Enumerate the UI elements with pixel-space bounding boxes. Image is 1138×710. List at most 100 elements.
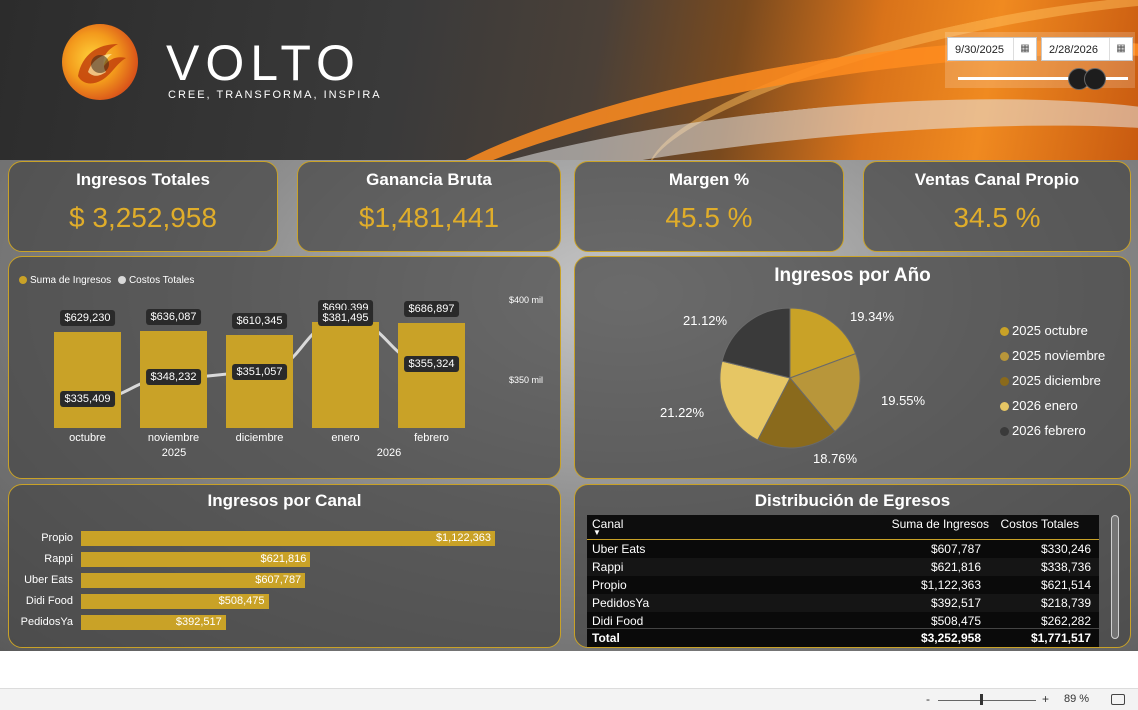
column-header-canal[interactable]: Canal: [592, 517, 624, 531]
phoenix-logo-icon: [62, 24, 138, 100]
channel-label: Propio: [41, 532, 73, 544]
cell-canal: Rappi: [592, 560, 624, 574]
income-bar[interactable]: [226, 334, 293, 428]
legend-dot-icon: [1000, 402, 1009, 411]
kpi-card-ganancia-bruta[interactable]: Ganancia Bruta $1,481,441: [297, 161, 561, 252]
channel-bar[interactable]: $508,475: [81, 594, 269, 609]
expense-table[interactable]: Canal ▼ Suma de Ingresos Costos Totales …: [587, 515, 1099, 647]
cost-data-label: $348,232: [145, 368, 202, 385]
calendar-icon[interactable]: ▦: [1109, 38, 1132, 60]
income-bar[interactable]: [312, 322, 379, 428]
channel-label: Rappi: [44, 553, 73, 565]
pie-title: Ingresos por Año: [774, 265, 931, 286]
income-bar[interactable]: [54, 331, 121, 428]
sort-down-icon[interactable]: ▼: [593, 528, 601, 537]
zoom-slider-handle[interactable]: [980, 694, 983, 705]
channel-bar[interactable]: $607,787: [81, 573, 306, 588]
cell-canal: Didi Food: [592, 614, 644, 628]
kpi-card-ventas-canal-propio[interactable]: Ventas Canal Propio 34.5 %: [863, 161, 1131, 252]
channel-chart-title: Ingresos por Canal: [207, 491, 362, 510]
channel-bar[interactable]: $621,816: [81, 552, 311, 567]
cell-costos: $262,282: [1040, 614, 1091, 628]
pie-legend-item[interactable]: 2025 noviembre: [1000, 348, 1105, 363]
legend-label: 2025 noviembre: [1012, 348, 1106, 363]
kpi-title: Ventas Canal Propio: [914, 170, 1080, 189]
pie-slice-label: 19.34%: [850, 309, 895, 324]
kpi-value: 45.5 %: [665, 202, 753, 233]
pie-slice-label: 21.22%: [660, 405, 705, 420]
pie-legend-item[interactable]: 2026 enero: [1000, 398, 1078, 413]
zoom-in-button[interactable]: +: [1042, 692, 1050, 706]
cell-ingresos: $508,475: [930, 614, 981, 628]
chart-legend: Suma de Ingresos Costos Totales: [19, 275, 194, 286]
x-axis-label: octubre: [69, 432, 106, 444]
zoom-slider[interactable]: [938, 700, 1036, 701]
brand-tagline: CREE, TRANSFORMA, INSPIRA: [168, 89, 382, 101]
cost-data-label: $351,057: [231, 363, 288, 380]
table-row[interactable]: Propio $1,122,363 $621,514: [587, 576, 1099, 594]
legend-dot-icon: [117, 276, 126, 284]
channel-bar[interactable]: $392,517: [81, 615, 226, 630]
kpi-card-ingresos-totales[interactable]: Ingresos Totales $ 3,252,958: [8, 161, 278, 252]
pie-legend-item[interactable]: 2025 octubre: [1000, 323, 1088, 338]
end-date-input[interactable]: 2/28/2026 ▦: [1041, 37, 1133, 61]
income-data-label: $610,345: [231, 312, 288, 329]
legend-dot-icon: [1000, 377, 1009, 386]
pie-slice[interactable]: [756, 377, 836, 449]
cell-ingresos: $607,787: [930, 542, 981, 556]
pie-legend-item[interactable]: 2025 diciembre: [1000, 373, 1101, 388]
kpi-title: Ingresos Totales: [76, 170, 210, 189]
income-data-label: $686,897: [403, 301, 460, 317]
date-range-slider[interactable]: [958, 77, 1128, 80]
cell-canal: Propio: [592, 578, 627, 592]
kpi-value: $1,481,441: [358, 202, 500, 233]
cell-canal: PedidosYa: [592, 596, 650, 610]
zoom-level: 89 %: [1064, 693, 1090, 705]
table-scrollbar[interactable]: [1111, 515, 1119, 639]
channel-label: Uber Eats: [24, 574, 73, 586]
pie-legend-item[interactable]: 2026 febrero: [1000, 423, 1086, 438]
cell-ingresos: $621,816: [930, 560, 981, 574]
fit-to-page-icon[interactable]: [1111, 694, 1125, 705]
channel-value-label: $607,787: [255, 574, 302, 586]
channel-bar[interactable]: $1,122,363: [81, 531, 495, 546]
cost-data-label: $335,409: [59, 391, 116, 408]
table-row[interactable]: Didi Food $508,475 $262,282: [587, 612, 1099, 628]
expense-distribution-table-card[interactable]: Distribución de Egresos Canal ▼ Suma de …: [574, 484, 1131, 648]
income-data-label: $629,230: [59, 309, 116, 326]
table-row[interactable]: Uber Eats $607,787 $330,246: [587, 540, 1099, 558]
pie-chart: [719, 307, 861, 449]
income-by-channel-chart[interactable]: Ingresos por Canal Propio $1,122,363 Rappi…: [8, 484, 561, 648]
start-date-input[interactable]: 9/30/2025 ▦: [947, 37, 1037, 61]
table-row[interactable]: PedidosYa $392,517 $218,739: [587, 594, 1099, 612]
income-by-year-pie[interactable]: Ingresos por Año 19.34% 19.55% 18.76% 21.22…: [574, 256, 1131, 479]
cell-costos: $621,514: [1040, 578, 1091, 592]
column-header-ingresos[interactable]: Suma de Ingresos: [891, 517, 989, 531]
x-axis-label: diciembre: [235, 432, 284, 444]
cell-costos: $330,246: [1040, 542, 1091, 556]
monthly-income-cost-chart[interactable]: Suma de Ingresos Costos Totales $400 mil…: [8, 256, 561, 479]
zoom-out-button[interactable]: -: [926, 692, 930, 706]
legend-item: Costos Totales: [128, 275, 195, 286]
table-row[interactable]: Rappi $621,816 $338,736: [587, 558, 1099, 576]
pie-slice[interactable]: [789, 307, 857, 379]
pie-slice[interactable]: [789, 352, 861, 433]
legend-label: 2026 enero: [1012, 398, 1078, 413]
axis-label: $400 mil: [509, 295, 544, 305]
kpi-value: $ 3,252,958: [69, 202, 217, 233]
column-header-costos[interactable]: Costos Totales: [1000, 517, 1080, 531]
cell-ingresos: $392,517: [930, 596, 981, 610]
channel-label: PedidosYa: [20, 616, 73, 628]
report-canvas: VOLTO CREE, TRANSFORMA, INSPIRA 9/30/202…: [0, 0, 1138, 651]
legend-label: 2025 octubre: [1012, 323, 1088, 338]
pie-slice[interactable]: [721, 307, 791, 379]
total-costos: $1,771,517: [1030, 631, 1091, 645]
x-axis-label: febrero: [414, 432, 449, 444]
pie-slice-label: 21.12%: [683, 313, 728, 328]
kpi-card-margen[interactable]: Margen % 45.5 %: [574, 161, 844, 252]
slider-end-handle[interactable]: [1084, 68, 1106, 90]
calendar-icon[interactable]: ▦: [1013, 38, 1036, 60]
pie-slice[interactable]: [719, 360, 791, 441]
income-bar[interactable]: [398, 323, 465, 428]
channel-value-label: $508,475: [218, 595, 265, 607]
